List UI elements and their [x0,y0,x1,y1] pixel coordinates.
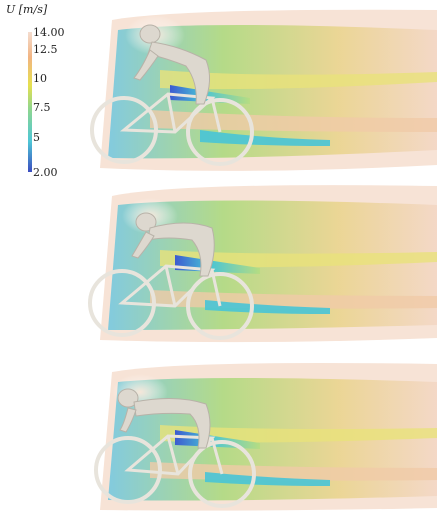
panel-middle [88,185,437,343]
panel-top [90,9,437,171]
cyclist-top [133,24,210,105]
colorbar-tick-label: 7.5 [33,101,51,115]
cyclist-middle [131,212,215,277]
bicycle-top [90,92,254,166]
panel-bottom [94,363,437,511]
colorbar-tick-label: 14.00 [33,25,65,39]
colorbar-tick-label: 12.5 [33,43,58,56]
colorbar [28,32,32,172]
colorbar-tick-label: 2.00 [33,165,58,179]
bicycle-bottom [94,434,256,508]
colorbar-title: U [m/s] [6,3,48,16]
bicycle-middle [88,264,254,340]
colorbar-tick-label: 10 [33,72,47,86]
cyclist-bottom [117,388,211,449]
colorbar-tick-label: 5 [33,130,40,144]
